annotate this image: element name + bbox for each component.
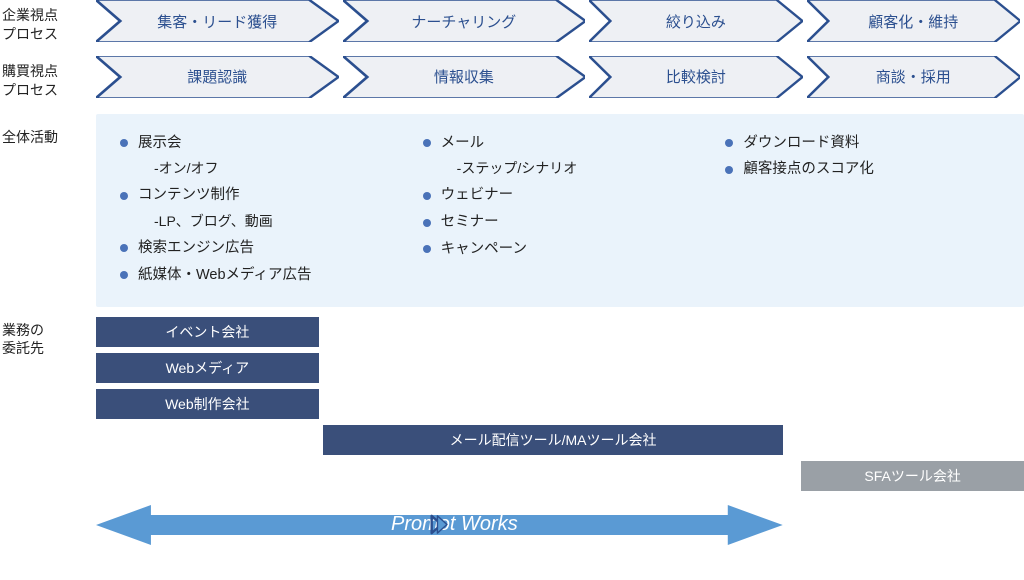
vendor-bar: Webメディア: [96, 353, 319, 383]
activity-item: ウェビナー: [419, 182, 702, 209]
stage-label: 集客・リード獲得: [157, 11, 277, 32]
vendor-bar: SFAツール会社: [801, 461, 1024, 491]
row-label: 全体活動: [0, 114, 96, 153]
stage-label: 課題認識: [187, 66, 247, 87]
process-stage: 商談・採用: [807, 56, 1020, 98]
enterprise-process-row: 企業視点 プロセス 集客・リード獲得 ナーチャリング 絞り込み 顧客化・維持: [0, 0, 1024, 50]
activities-row: 全体活動展示会-オン/オフコンテンツ制作-LP、ブログ、動画検索エンジン広告紙媒…: [0, 114, 1024, 307]
stage-label: 絞り込み: [666, 11, 726, 32]
activity-item: メール: [419, 130, 702, 157]
row-label: 企業視点 プロセス: [0, 0, 96, 50]
activity-item: コンテンツ制作: [116, 182, 399, 209]
vendor-bar: Web制作会社: [96, 389, 319, 419]
activity-item: キャンペーン: [419, 236, 702, 263]
activity-item: 顧客接点のスコア化: [721, 156, 1004, 183]
stage-label: 比較検討: [666, 66, 726, 87]
stage-label: ナーチャリング: [411, 11, 516, 32]
vendor-bar: メール配信ツール/MAツール会社: [323, 425, 782, 455]
activity-item: 展示会: [116, 130, 399, 157]
row-label: 業務の 委託先: [0, 317, 96, 365]
activity-item: セミナー: [419, 209, 702, 236]
activities-box: 展示会-オン/オフコンテンツ制作-LP、ブログ、動画検索エンジン広告紙媒体・We…: [96, 114, 1024, 307]
stage-label: 情報収集: [434, 66, 494, 87]
buyer-process-row: 購買視点 プロセス 課題認識 情報収集 比較検討 商談・採用: [0, 56, 1024, 106]
vendors-area: イベント会社 Webメディア Web制作会社メール配信ツール/MAツール会社 SFAツ…: [96, 317, 1024, 551]
chevron-right-icon: [361, 514, 383, 536]
activity-item: 検索エンジン広告: [116, 235, 399, 262]
activity-subitem: -ステップ/シナリオ: [419, 156, 702, 182]
promo-label: Promot Works: [361, 513, 518, 536]
row-label: 購買視点 プロセス: [0, 56, 96, 106]
activity-subitem: -オン/オフ: [116, 156, 399, 182]
process-stage: 情報収集: [343, 56, 586, 98]
activity-item: 紙媒体・Webメディア広告: [116, 262, 399, 289]
activities-column: 展示会-オン/オフコンテンツ制作-LP、ブログ、動画検索エンジン広告紙媒体・We…: [106, 130, 409, 289]
stage-label: 顧客化・維持: [868, 11, 958, 32]
vendor-bar: イベント会社: [96, 317, 319, 347]
chevron-track: 課題認識 情報収集 比較検討 商談・採用: [96, 56, 1024, 98]
activities-column: ダウンロード資料顧客接点のスコア化: [711, 130, 1014, 289]
process-stage: 集客・リード獲得: [96, 0, 339, 42]
activities-column: メール-ステップ/シナリオウェビナーセミナーキャンペーン: [409, 130, 712, 289]
process-stage: ナーチャリング: [343, 0, 586, 42]
process-stage: 絞り込み: [589, 0, 802, 42]
activity-subitem: -LP、ブログ、動画: [116, 209, 399, 235]
process-stage: 比較検討: [589, 56, 802, 98]
chevron-track: 集客・リード獲得 ナーチャリング 絞り込み 顧客化・維持: [96, 0, 1024, 42]
stage-label: 商談・採用: [876, 66, 951, 87]
activity-item: ダウンロード資料: [721, 130, 1004, 157]
promo-arrow: Promot Works: [96, 503, 783, 547]
process-stage: 課題認識: [96, 56, 339, 98]
process-stage: 顧客化・維持: [807, 0, 1020, 42]
vendors-row: 業務の 委託先イベント会社 Webメディア Web制作会社メール配信ツール/MAツー…: [0, 317, 1024, 551]
